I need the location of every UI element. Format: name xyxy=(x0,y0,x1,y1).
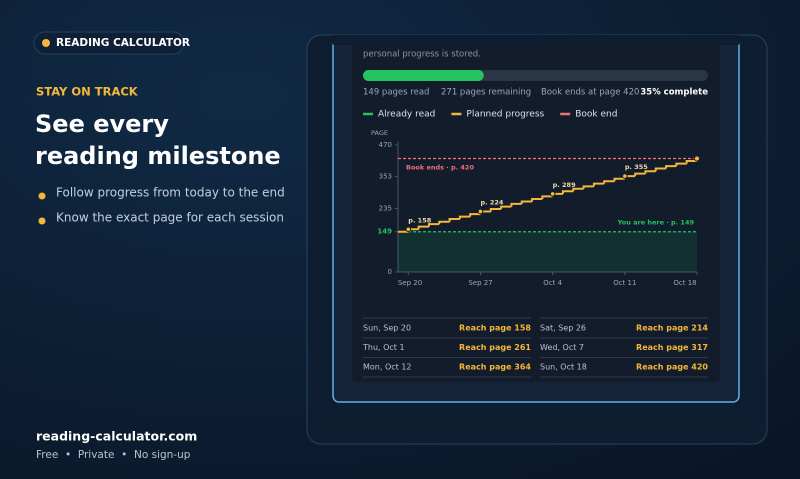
legend-label: Planned progress xyxy=(466,110,544,120)
bullet-dot xyxy=(38,217,46,225)
step xyxy=(603,180,615,184)
bullet-dot xyxy=(38,192,46,200)
milestone-label: p. 289 xyxy=(553,181,576,189)
x-tick-label: Oct 11 xyxy=(613,279,636,287)
step xyxy=(644,170,656,174)
step xyxy=(675,162,687,167)
headline: See every xyxy=(35,110,169,138)
stat: Book ends at page 420 xyxy=(541,88,639,98)
stat: 271 pages remaining xyxy=(441,88,531,98)
legend-label: Already read xyxy=(378,110,435,120)
reference-label: Book ends · p. 420 xyxy=(406,164,474,172)
step xyxy=(613,177,625,182)
intro: personal progress is stored. xyxy=(363,50,481,60)
y-axis-label: PAGE xyxy=(371,129,388,137)
milestone-label: p. 355 xyxy=(625,163,648,171)
read-area xyxy=(398,231,697,272)
milestone-dot xyxy=(405,226,412,233)
step xyxy=(438,220,450,225)
frame-top xyxy=(333,35,739,45)
schedule-date: Thu, Oct 1 xyxy=(362,343,405,352)
schedule-goal: Reach page 214 xyxy=(636,324,708,333)
step xyxy=(561,190,574,194)
tagline: Free • Private • No sign-up xyxy=(36,449,191,461)
headline: reading milestone xyxy=(35,142,281,170)
milestone-dot xyxy=(477,208,484,215)
badge-text: READING CALCULATOR xyxy=(56,37,190,49)
site: reading-calculator.com xyxy=(36,429,197,444)
step xyxy=(489,208,502,212)
milestone-label: p. 224 xyxy=(480,198,503,206)
step xyxy=(520,200,533,204)
schedule-goal: Reach page 317 xyxy=(636,343,708,352)
reference-label: You are here · p. 149 xyxy=(617,219,695,227)
schedule-date: Mon, Oct 12 xyxy=(363,363,412,372)
x-tick-label: Oct 18 xyxy=(673,279,696,287)
step xyxy=(654,167,667,172)
stat: 149 pages read xyxy=(363,88,429,98)
badge-dot xyxy=(42,39,50,47)
card xyxy=(352,36,720,382)
step xyxy=(572,187,584,192)
bullet: Follow progress from today to the end xyxy=(56,186,285,200)
progress-label: 35% complete xyxy=(640,88,708,98)
badge xyxy=(33,31,185,55)
schedule-date: Wed, Oct 7 xyxy=(540,343,584,352)
y-tick-label: 470 xyxy=(379,141,392,149)
step xyxy=(665,165,677,169)
milestone-label: p. 158 xyxy=(408,216,431,224)
step xyxy=(685,159,697,164)
x-tick-label: Sep 27 xyxy=(468,279,492,287)
eyebrow: STAY ON TRACK xyxy=(36,85,139,99)
end-dot xyxy=(694,155,700,162)
step xyxy=(427,223,440,227)
step xyxy=(582,185,594,189)
x-tick-label: Oct 4 xyxy=(543,279,562,287)
milestone-dot xyxy=(622,173,628,179)
milestone-dot xyxy=(549,191,556,197)
step xyxy=(531,198,543,202)
step xyxy=(448,218,460,222)
y-tick-label: 353 xyxy=(379,173,392,181)
schedule-date: Sat, Sep 26 xyxy=(540,324,586,333)
x-tick-label: Sep 20 xyxy=(398,279,422,287)
schedule-goal: Reach page 420 xyxy=(636,363,708,372)
step xyxy=(592,182,605,187)
schedule-goal: Reach page 364 xyxy=(459,363,531,372)
step xyxy=(469,213,481,217)
schedule-date: Sun, Oct 18 xyxy=(540,363,587,372)
step xyxy=(458,215,471,220)
y-tick-label: 0 xyxy=(388,268,392,276)
step xyxy=(634,172,646,177)
schedule-goal: Reach page 158 xyxy=(459,324,531,333)
step xyxy=(500,205,512,210)
progress-fill xyxy=(363,70,484,81)
legend-label: Book end xyxy=(575,110,617,120)
step xyxy=(541,195,553,200)
schedule-date: Sun, Sep 20 xyxy=(363,324,411,333)
y-tick-label: 149 xyxy=(377,228,392,236)
y-tick-label: 235 xyxy=(379,205,392,213)
step xyxy=(510,202,522,207)
schedule-goal: Reach page 261 xyxy=(459,343,531,352)
bullet: Know the exact page for each session xyxy=(56,211,284,225)
step xyxy=(417,225,429,230)
